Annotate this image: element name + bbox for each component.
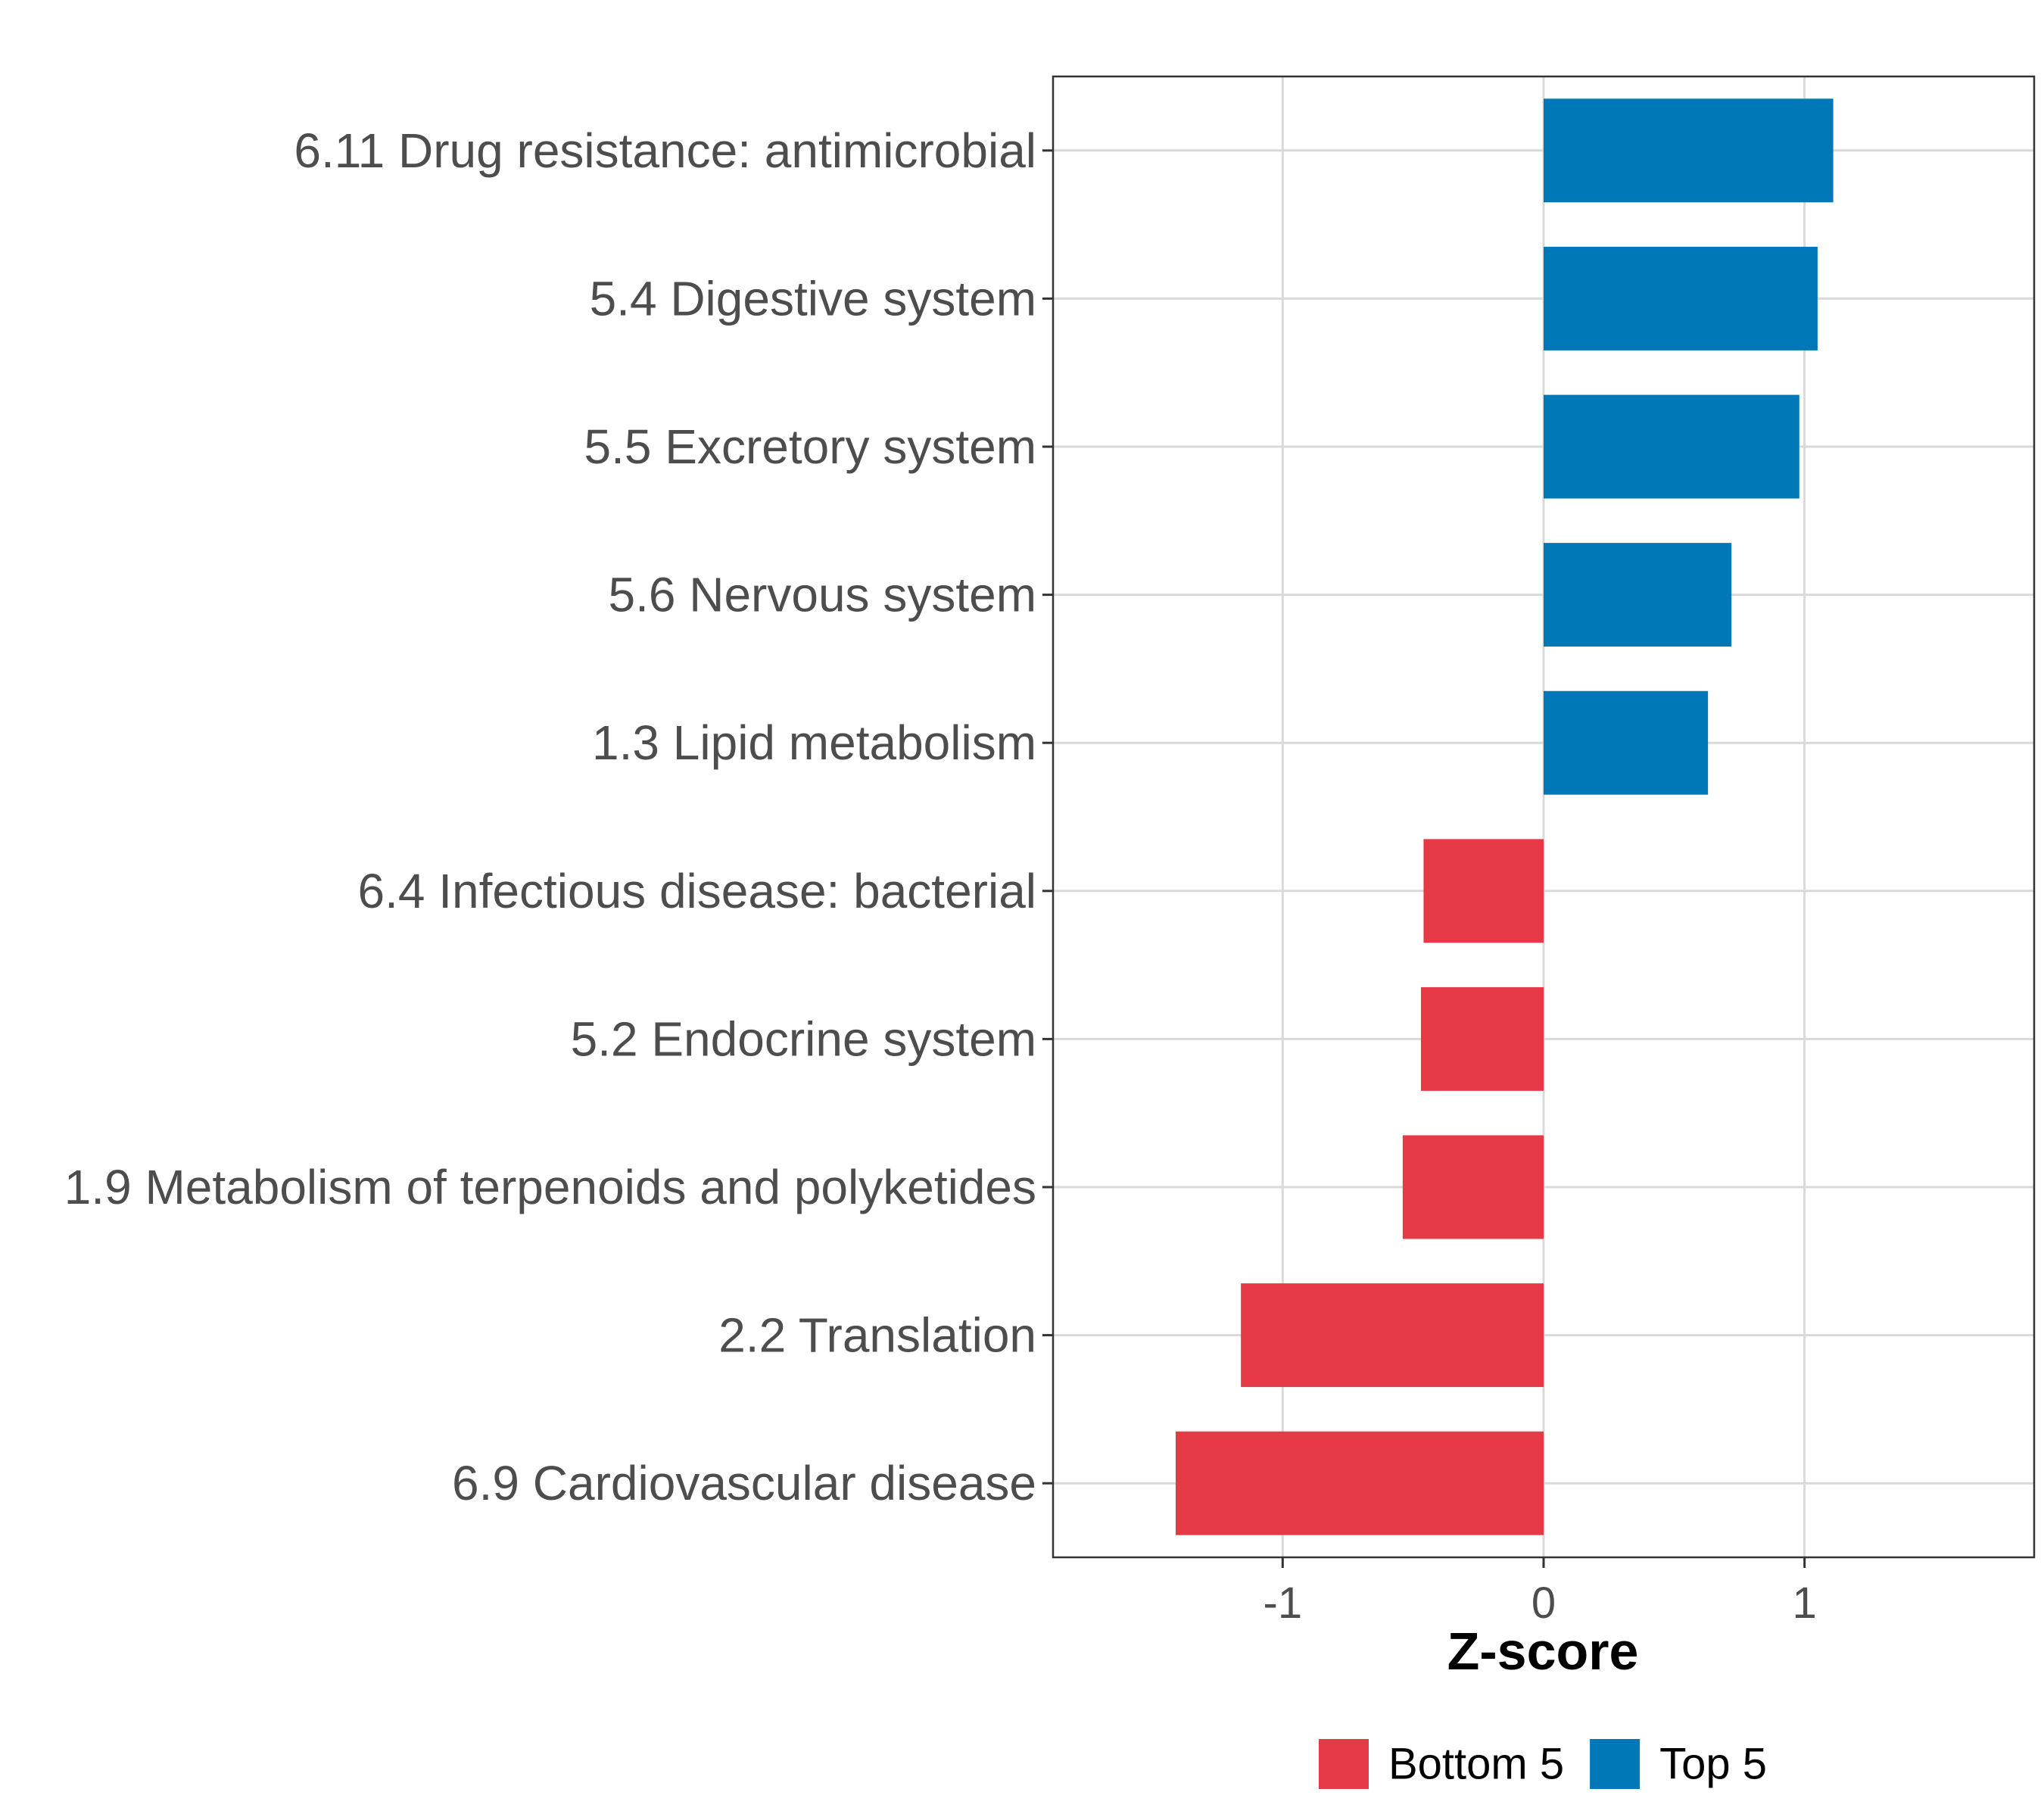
category-label: 2.2 Translation xyxy=(718,1308,1036,1363)
bar xyxy=(1423,839,1544,943)
legend-key xyxy=(1590,1739,1640,1789)
legend: Bottom 5 Top 5 xyxy=(1318,1739,1767,1789)
category-label: 6.9 Cardiovascular disease xyxy=(452,1456,1036,1510)
category-label: 5.4 Digestive system xyxy=(590,271,1036,326)
category-label: 6.11 Drug resistance: antimicrobial xyxy=(294,123,1036,178)
bar xyxy=(1544,246,1818,351)
category-label: 5.2 Endocrine system xyxy=(571,1011,1036,1066)
legend-label: Bottom 5 xyxy=(1388,1740,1564,1789)
bar xyxy=(1241,1283,1544,1388)
legend-key xyxy=(1318,1739,1369,1789)
y-axis: 6.11 Drug resistance: antimicrobial 5.4 D… xyxy=(64,123,1053,1510)
x-tick-label: 1 xyxy=(1793,1579,1817,1628)
category-label: 1.3 Lipid metabolism xyxy=(592,715,1036,770)
x-axis-title: Z-score xyxy=(1447,1622,1639,1681)
bar xyxy=(1421,986,1544,1091)
category-label: 5.5 Excretory system xyxy=(584,419,1037,474)
category-label: 1.9 Metabolism of terpenoids and polyket… xyxy=(64,1160,1036,1214)
category-label: 6.4 Infectious disease: bacterial xyxy=(357,864,1036,918)
bar xyxy=(1544,394,1799,499)
x-axis: -1 0 1 xyxy=(1263,1557,1817,1628)
bar xyxy=(1402,1135,1544,1239)
bar xyxy=(1544,98,1834,203)
x-tick-label: 0 xyxy=(1531,1579,1556,1628)
x-tick-label: -1 xyxy=(1263,1579,1303,1628)
category-label: 5.6 Nervous system xyxy=(608,568,1036,622)
legend-label: Top 5 xyxy=(1659,1740,1767,1789)
bar xyxy=(1176,1431,1544,1535)
bar xyxy=(1544,543,1732,647)
bars xyxy=(1176,98,1834,1535)
bar xyxy=(1544,690,1709,795)
